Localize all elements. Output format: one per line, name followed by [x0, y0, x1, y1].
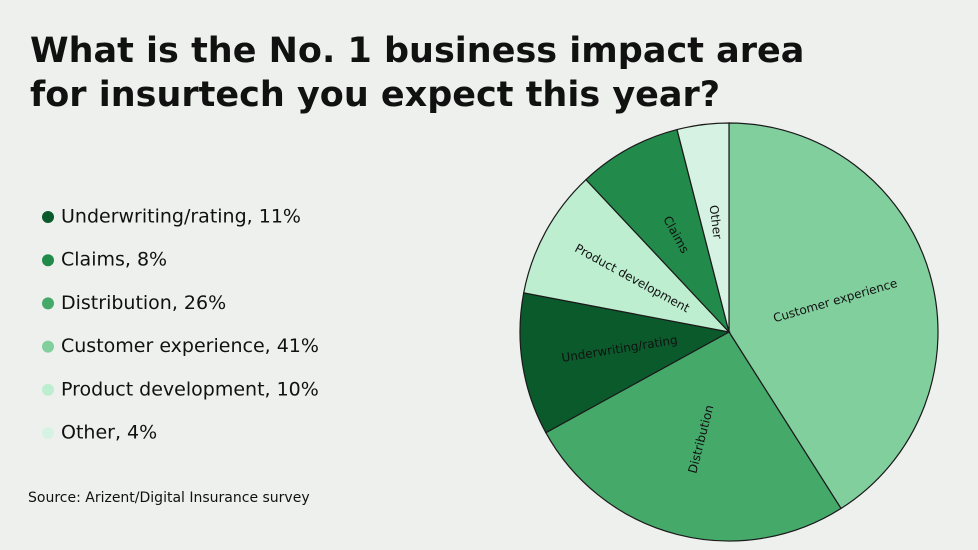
legend-swatch — [42, 340, 54, 353]
pie-slice — [523, 178, 731, 333]
pie-slice — [585, 128, 730, 333]
legend-swatch — [42, 211, 54, 223]
source: Source: Arizent/Digital Insurance survey — [28, 490, 310, 506]
pie-slice — [545, 331, 842, 542]
legend-label: Other, 4% — [61, 422, 157, 444]
pie-slice — [519, 292, 731, 434]
slice-label: Other — [707, 204, 725, 240]
legend-swatch — [42, 254, 54, 267]
legend-swatch — [42, 427, 54, 439]
pie-slice — [728, 122, 939, 510]
title-line: for insurtech you expect this year? — [30, 75, 720, 115]
pie-slice — [676, 122, 730, 333]
legend-label: Claims, 8% — [61, 249, 167, 271]
legend-label: Underwriting/rating, 11% — [61, 206, 301, 228]
legend-label: Product development, 10% — [61, 378, 319, 400]
legend-swatch — [42, 383, 54, 396]
legend-label: Customer experience, 41% — [61, 335, 319, 357]
title-line: What is the No. 1 business impact area — [30, 31, 804, 71]
legend-label: Distribution, 26% — [61, 292, 226, 314]
legend-swatch — [42, 297, 54, 310]
chart-title: What is the No. 1 business impact area fo… — [30, 31, 804, 115]
